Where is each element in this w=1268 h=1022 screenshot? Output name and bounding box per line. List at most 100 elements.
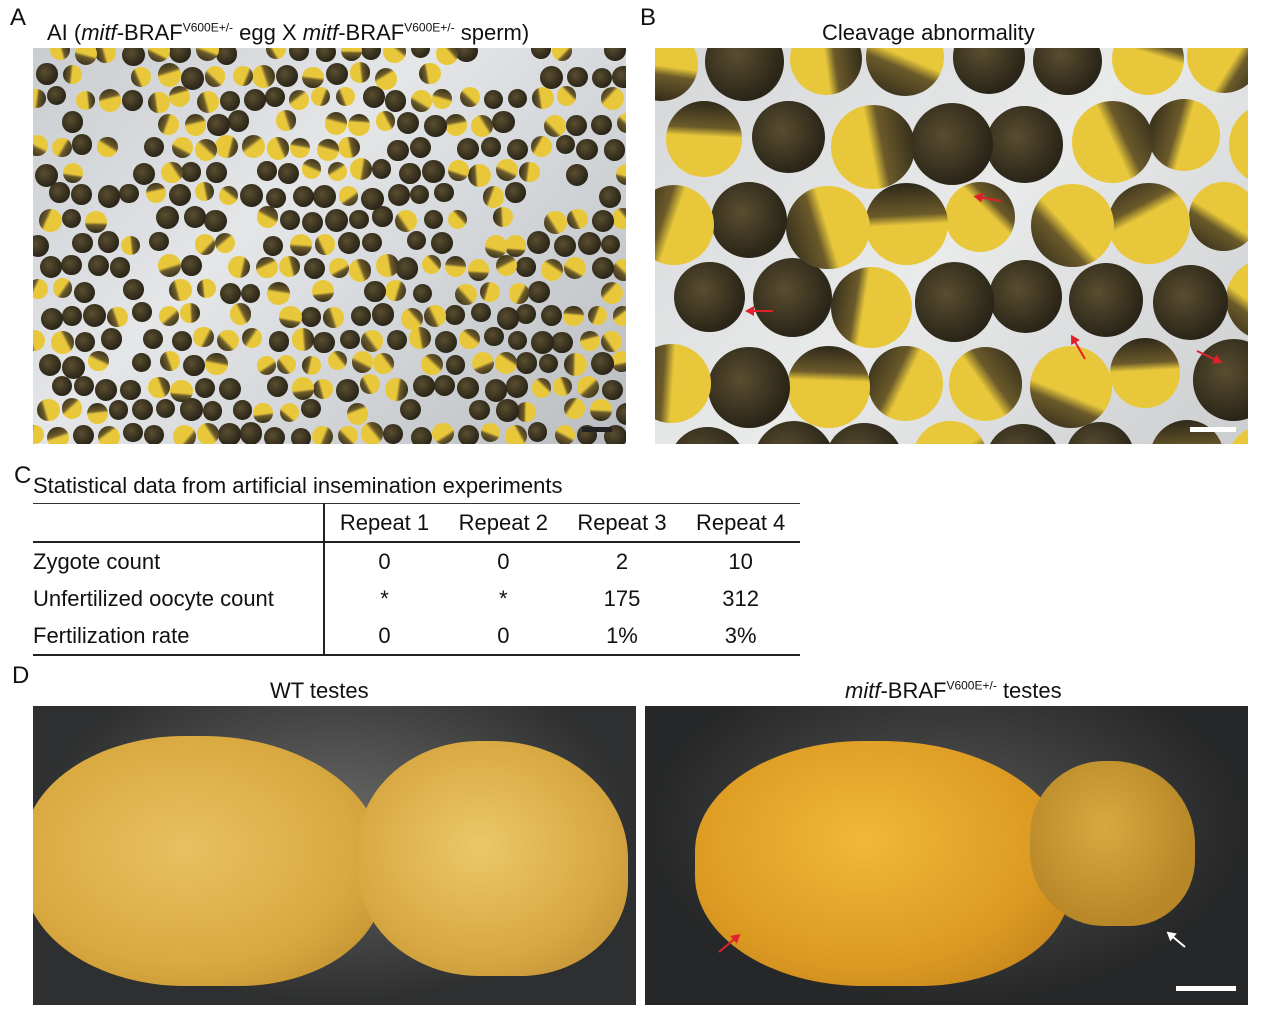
- egg: [193, 326, 214, 348]
- egg: [265, 87, 286, 108]
- egg: [563, 305, 585, 327]
- column-header: Repeat 2: [458, 509, 548, 535]
- egg: [266, 282, 290, 305]
- egg: [753, 420, 834, 444]
- egg: [229, 303, 251, 325]
- egg: [564, 353, 588, 377]
- egg: [395, 209, 418, 232]
- egg: [910, 102, 994, 186]
- egg: [289, 90, 309, 110]
- title-part: -BRAF: [880, 678, 947, 703]
- egg: [504, 235, 527, 258]
- egg: [311, 279, 334, 302]
- egg: [455, 283, 477, 305]
- egg: [373, 353, 394, 374]
- egg: [97, 185, 120, 208]
- egg: [364, 280, 386, 303]
- egg: [831, 105, 915, 189]
- egg: [251, 64, 275, 88]
- egg: [424, 114, 447, 138]
- egg: [479, 282, 500, 303]
- egg: [544, 211, 568, 234]
- egg: [340, 329, 360, 350]
- egg: [349, 209, 369, 230]
- egg: [86, 402, 109, 425]
- panel-b-label: B: [640, 4, 657, 31]
- egg: [131, 302, 152, 322]
- egg: [396, 111, 420, 134]
- egg: [989, 259, 1063, 333]
- egg: [556, 86, 577, 106]
- egg: [412, 283, 433, 304]
- egg: [195, 139, 218, 162]
- egg: [74, 48, 97, 65]
- egg: [244, 89, 267, 112]
- egg: [375, 254, 399, 278]
- egg: [387, 329, 408, 350]
- egg: [313, 184, 337, 208]
- egg: [218, 377, 241, 400]
- egg: [472, 352, 495, 375]
- table-cell: 1%: [606, 622, 638, 648]
- table-title: Statistical data from artificial insemin…: [33, 473, 563, 498]
- egg: [612, 259, 626, 282]
- egg: [540, 66, 564, 89]
- egg: [39, 255, 63, 279]
- egg: [408, 327, 432, 350]
- egg: [122, 90, 143, 111]
- egg: [469, 399, 490, 421]
- egg: [88, 350, 110, 372]
- egg: [39, 209, 63, 232]
- egg: [196, 422, 219, 444]
- egg: [752, 100, 826, 174]
- egg: [291, 427, 312, 444]
- egg: [52, 278, 72, 298]
- egg: [51, 331, 74, 354]
- egg: [313, 331, 336, 354]
- column-header: Repeat 4: [696, 509, 786, 535]
- egg: [395, 257, 419, 280]
- egg: [986, 106, 1064, 184]
- egg: [505, 425, 528, 444]
- table-cell: 0: [497, 622, 510, 648]
- egg: [266, 375, 289, 398]
- egg: [1111, 48, 1185, 96]
- egg: [384, 280, 406, 301]
- egg: [551, 48, 572, 61]
- egg: [423, 209, 444, 230]
- egg: [196, 279, 217, 299]
- egg: [496, 399, 519, 422]
- egg: [159, 305, 180, 326]
- egg: [219, 282, 242, 304]
- egg: [577, 376, 600, 399]
- egg: [97, 231, 119, 253]
- egg: [144, 136, 165, 157]
- egg: [338, 136, 360, 158]
- egg: [239, 184, 263, 208]
- egg: [481, 136, 502, 157]
- egg: [256, 355, 277, 376]
- egg: [181, 67, 205, 90]
- egg: [541, 258, 564, 281]
- egg: [554, 234, 577, 257]
- egg: [266, 48, 287, 60]
- title-gene: mitf: [845, 678, 881, 703]
- table-row: Fertilization rate 0 0 1% 3%: [33, 617, 800, 655]
- egg: [531, 331, 555, 354]
- egg: [588, 306, 608, 326]
- panel-a-label: A: [10, 4, 27, 31]
- egg: [372, 206, 393, 227]
- egg: [268, 331, 290, 352]
- egg: [599, 186, 621, 208]
- egg: [180, 398, 203, 421]
- egg: [194, 182, 214, 202]
- egg: [205, 352, 228, 376]
- egg: [326, 63, 349, 86]
- egg: [566, 163, 589, 186]
- column-header: Repeat 1: [339, 509, 430, 535]
- egg: [290, 234, 313, 257]
- egg: [123, 279, 144, 301]
- egg: [387, 139, 410, 162]
- egg: [407, 231, 427, 251]
- egg: [263, 426, 286, 444]
